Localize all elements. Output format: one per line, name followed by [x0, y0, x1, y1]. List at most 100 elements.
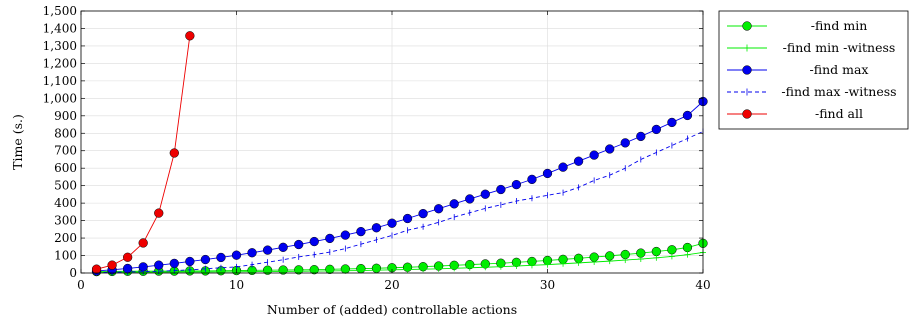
y-tick-label: 1,000	[43, 91, 77, 105]
data-point	[544, 261, 551, 268]
data-point	[558, 162, 568, 172]
data-point	[560, 260, 567, 267]
data-point	[435, 265, 442, 272]
data-point	[653, 254, 660, 261]
legend-item: -find max	[727, 62, 868, 77]
data-point	[216, 252, 226, 263]
data-point	[622, 257, 629, 264]
data-point	[465, 194, 475, 204]
data-point	[511, 179, 522, 190]
data-point	[497, 263, 504, 270]
x-tick-label: 30	[540, 278, 555, 292]
series-layer	[91, 31, 708, 277]
legend-label: -find min	[811, 18, 868, 33]
y-tick-label: 0	[69, 266, 77, 280]
data-point	[325, 233, 335, 244]
y-tick-label: 900	[54, 109, 77, 123]
data-point	[169, 148, 179, 158]
data-point	[513, 263, 520, 270]
data-point	[682, 242, 693, 253]
data-point	[200, 254, 211, 265]
y-tick-label: 200	[54, 231, 77, 245]
data-point	[373, 267, 380, 274]
y-tick-label: 600	[54, 161, 77, 175]
y-tick-label: 700	[54, 144, 77, 158]
x-tick-label: 0	[77, 278, 85, 292]
data-point	[667, 117, 677, 128]
y-tick-label: 1,400	[43, 21, 77, 35]
data-point	[620, 138, 630, 148]
data-point	[637, 256, 644, 263]
data-point	[107, 260, 117, 270]
legend-label: -find min -witness	[783, 40, 896, 55]
y-tick-label: 1,300	[43, 39, 77, 53]
series-line	[96, 242, 704, 273]
data-point	[340, 230, 351, 240]
data-point	[154, 260, 164, 270]
x-tick-label: 20	[384, 278, 399, 292]
data-point	[356, 226, 366, 237]
data-point	[420, 266, 427, 273]
data-point	[231, 250, 242, 260]
data-point	[249, 268, 256, 275]
data-point	[528, 262, 535, 269]
y-tick-label: 800	[54, 126, 77, 140]
legend-marker	[742, 109, 752, 119]
axis-ticks: 0 10 20 30 4001002003004005006007008009001,0…	[43, 4, 711, 292]
legend-label: -find max	[810, 62, 869, 77]
data-point	[387, 218, 397, 228]
data-point	[542, 168, 553, 179]
x-tick-label: 40	[695, 278, 710, 292]
data-point	[606, 258, 613, 265]
legend-item: -find min	[727, 18, 867, 33]
data-point	[185, 256, 195, 267]
y-tick-label: 500	[54, 179, 77, 193]
y-axis-label: Time (s.)	[10, 114, 25, 170]
y-tick-label: 300	[54, 214, 77, 228]
y-tick-label: 400	[54, 196, 77, 210]
series-3	[96, 128, 704, 276]
series-2	[91, 96, 708, 276]
data-point	[262, 245, 273, 255]
data-point	[589, 150, 599, 160]
legend-item: -find all	[727, 106, 863, 121]
legend-item: -find min -witness	[727, 40, 895, 55]
data-point	[434, 204, 444, 214]
data-point	[309, 236, 319, 247]
series-line	[96, 251, 704, 273]
data-point	[294, 239, 304, 250]
data-point	[480, 189, 490, 199]
legend-label: -find max -witness	[781, 84, 896, 99]
data-point	[371, 223, 382, 233]
data-point	[651, 124, 661, 135]
data-point	[402, 213, 413, 224]
data-point	[636, 131, 646, 142]
data-point	[154, 208, 164, 218]
legend-marker	[742, 21, 752, 31]
data-point	[278, 242, 288, 252]
data-point	[169, 258, 179, 269]
data-point	[357, 267, 364, 274]
data-point	[404, 266, 411, 273]
data-point	[668, 253, 675, 260]
data-point	[418, 208, 428, 219]
data-point	[449, 199, 459, 209]
legend-item: -find max -witness	[727, 84, 897, 99]
data-point	[591, 258, 598, 265]
series-4	[91, 31, 195, 274]
legend-marker	[742, 65, 752, 75]
x-axis-label: Number of (added) controllable actions	[267, 302, 517, 317]
data-point	[91, 264, 102, 274]
data-point	[466, 264, 473, 271]
data-point	[573, 156, 584, 166]
y-tick-label: 100	[54, 249, 77, 263]
y-tick-label: 1,500	[43, 4, 77, 18]
legend-label: -find all	[815, 106, 863, 121]
data-point	[667, 245, 677, 255]
data-point	[605, 144, 615, 154]
data-point	[682, 110, 693, 121]
x-tick-label: 10	[229, 278, 244, 292]
y-tick-label: 1,100	[43, 74, 77, 88]
data-point	[280, 268, 287, 275]
